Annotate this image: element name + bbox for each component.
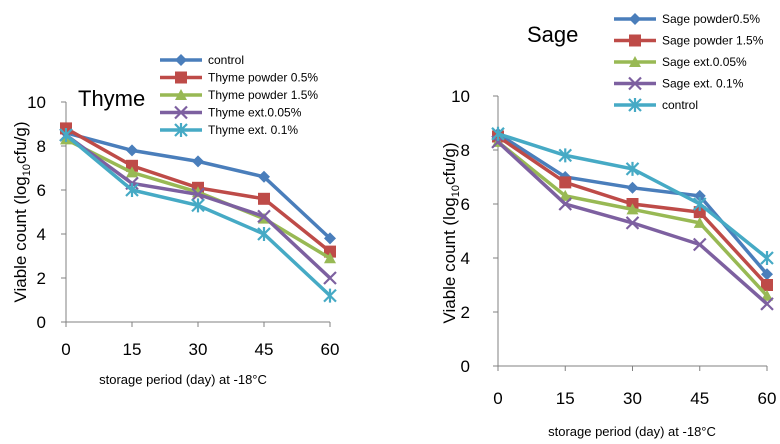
chart-title: Thyme [78,86,145,111]
data-point [693,206,706,219]
legend-label: Thyme powder 1.5% [208,88,318,102]
y-tick-label: 8 [37,137,46,156]
y-tick-label: 2 [37,269,46,288]
data-point [324,252,336,264]
legend: control Thyme powder 0.5% Thyme powder 1.5… [160,53,318,137]
data-point [558,197,573,211]
data-point [192,155,204,168]
y-axis-label: Viable count (log10cfu/g) [440,142,462,323]
data-point [626,203,639,215]
data-point [126,166,138,178]
series-0 [60,126,336,245]
data-point [491,126,505,141]
data-point [191,187,205,202]
x-axis-label: storage period (day) at -18°C [548,424,716,439]
legend: Sage powder0.5% Sage powder 1.5% Sage ext.… [614,12,764,112]
legend-marker [628,98,642,112]
legend-label: control [662,98,698,112]
legend-label: control [208,53,244,67]
data-point [760,297,774,311]
x-tick-label: 45 [690,389,709,408]
legend-marker [175,54,187,66]
legend-marker [174,105,188,120]
data-point [760,251,774,265]
legend-label: Thyme ext.0.05% [208,106,302,120]
data-point [257,209,271,224]
legend-marker [629,13,641,25]
data-point [323,271,337,285]
legend-marker [629,56,641,67]
y-tick-label: 10 [451,87,470,106]
data-point [693,189,706,202]
data-point [693,216,706,228]
data-point [323,288,337,303]
x-tick-label: 45 [255,340,274,359]
x-axis-label: storage period (day) at -18°C [99,372,267,387]
x-tick-label: 30 [623,389,642,408]
series-3 [491,135,774,311]
data-point [625,216,640,230]
data-point [761,279,773,291]
data-point [191,198,205,213]
data-point [125,183,139,197]
data-point [257,227,271,241]
y-tick-label: 4 [461,249,470,268]
data-point [126,144,138,157]
x-tick-label: 60 [321,340,340,359]
x-tick-label: 0 [493,389,502,408]
legend-label: Sage ext.0.05% [662,55,747,69]
data-point [559,176,572,189]
chart-1: 0 2 4 6 8 10 0 15 30 45 60 Sage storage period (day)… [440,12,776,439]
series-4 [59,128,337,303]
legend-label: Sage ext. 0.1% [662,77,744,91]
y-tick-label: 6 [461,195,470,214]
y-tick-label: 0 [37,313,46,332]
y-tick-label: 2 [461,303,470,322]
data-point [324,232,336,245]
legend-label: Sage powder0.5% [662,12,760,26]
data-point [558,148,573,163]
data-point [258,192,270,205]
data-point [692,237,707,252]
data-point [625,161,640,176]
data-point [692,197,707,211]
x-tick-label: 0 [61,340,70,359]
legend-marker [174,123,188,137]
data-point [126,159,138,172]
legend-marker [629,34,641,47]
x-tick-label: 15 [556,389,575,408]
y-tick-label: 0 [461,357,470,376]
legend-marker [175,89,187,100]
series-4 [491,126,774,265]
data-point [258,170,270,183]
y-tick-label: 10 [27,93,46,112]
legend-label: Thyme powder 0.5% [208,71,318,85]
y-tick-label: 6 [37,181,46,200]
chart-title: Sage [527,22,578,47]
legend-label: Sage powder 1.5% [662,34,764,48]
x-tick-label: 30 [189,340,208,359]
data-point [761,268,773,281]
y-tick-label: 8 [461,141,470,160]
legend-marker [175,71,187,84]
chart-0: 0 2 4 6 8 10 0 15 30 45 60 Thyme storage period (day… [11,53,339,387]
data-point [59,128,73,142]
y-axis-label: Viable count (log10cfu/g) [11,121,33,302]
legend-marker [628,76,642,91]
legend-label: Thyme ext. 0.1% [208,123,298,137]
x-tick-label: 15 [123,340,142,359]
data-point [626,181,639,194]
y-tick-label: 4 [37,225,46,244]
x-tick-label: 60 [758,389,777,408]
data-point [559,189,572,201]
data-point [761,289,773,301]
